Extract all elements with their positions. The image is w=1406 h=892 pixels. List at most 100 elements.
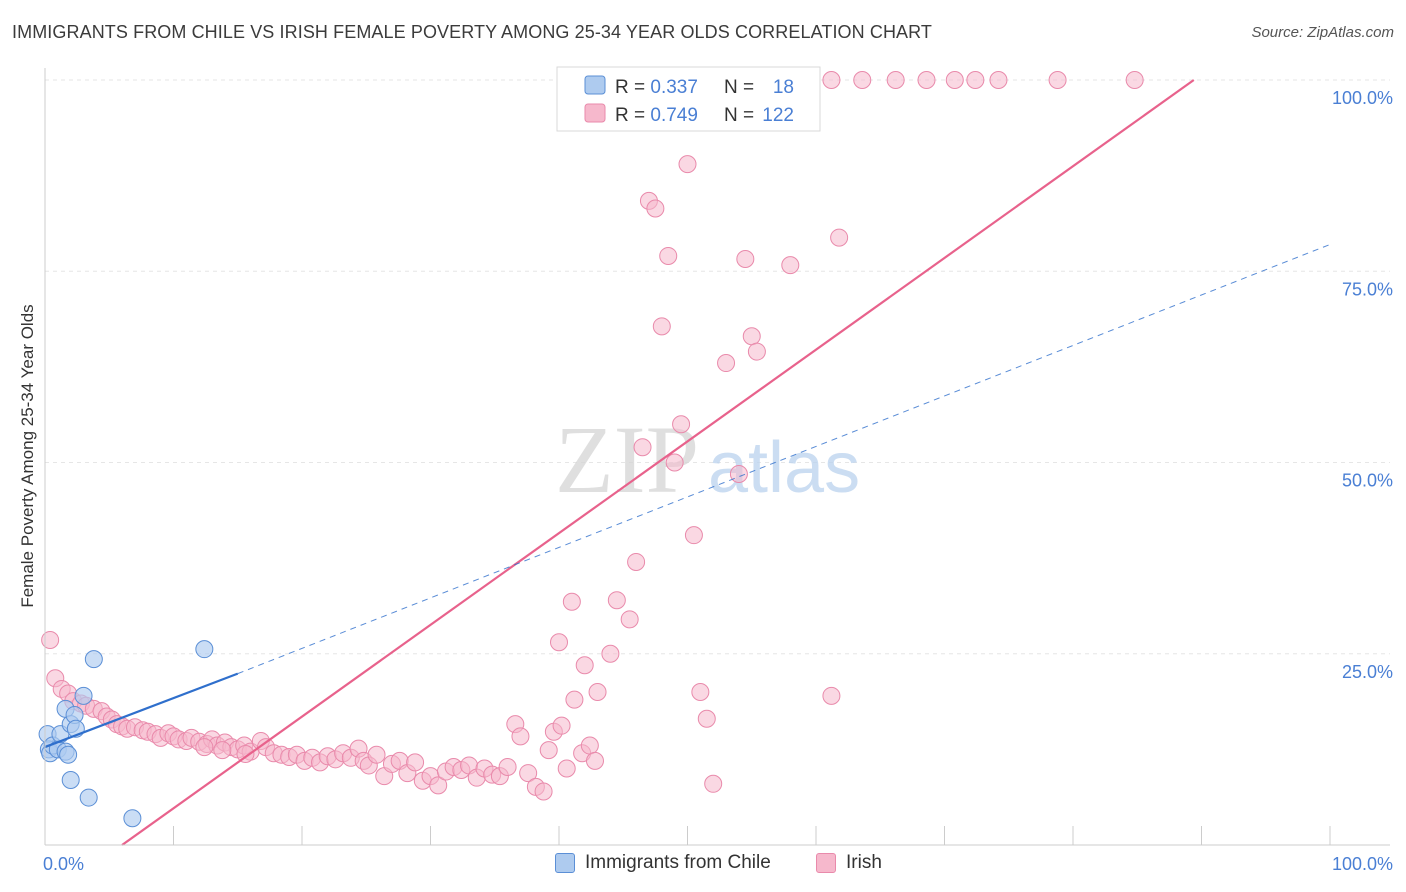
irish-point: [1125, 71, 1144, 89]
legend-chile-swatch-icon: [555, 853, 575, 873]
axis-layer: 25.0% 50.0% 75.0% 100.0% 0.0% 100.0%: [43, 68, 1393, 874]
y-tick-label: 100.0%: [1332, 88, 1393, 108]
irish-point: [562, 592, 581, 611]
legend-bottom: Immigrants from Chile Irish: [0, 848, 1406, 880]
legend-irish-swatch: [584, 103, 606, 123]
irish-point: [575, 656, 594, 675]
watermark: ZIP atlas: [555, 406, 860, 513]
irish-point: [519, 764, 538, 783]
legend-irish-n-label: N =: [724, 105, 754, 126]
irish-point: [585, 751, 604, 770]
chart-source: Source: ZipAtlas.com: [1251, 24, 1394, 41]
irish-point: [1048, 71, 1067, 89]
irish-point: [607, 591, 626, 610]
chile-point: [84, 650, 103, 669]
points-layer: [38, 71, 1144, 828]
irish-point: [550, 633, 568, 652]
irish-point: [665, 453, 684, 472]
y-axis-label: Female Poverty Among 25-34 Year Olds: [18, 304, 37, 607]
irish-point: [945, 71, 964, 89]
irish-point: [822, 71, 841, 89]
irish-point: [704, 774, 723, 793]
chile-trend-line: [44, 672, 239, 749]
irish-point: [853, 71, 872, 89]
irish-point: [736, 250, 755, 269]
irish-point: [691, 683, 710, 701]
x-tick-label: 100.0%: [1332, 854, 1393, 874]
grid-layer: [45, 79, 1390, 655]
irish-point: [498, 757, 517, 776]
irish-trend-line: [121, 79, 1195, 846]
legend-irish-n-value: 122: [762, 105, 794, 126]
irish-point: [620, 610, 639, 629]
svg-text:N =: N =: [724, 105, 754, 126]
irish-point: [588, 683, 607, 701]
y-tick-label: 75.0%: [1342, 279, 1393, 299]
irish-point: [552, 716, 571, 735]
y-tick-label: 25.0%: [1342, 662, 1393, 682]
chile-point: [61, 770, 80, 789]
irish-point: [236, 744, 255, 763]
irish-point: [367, 745, 386, 764]
trend-layer: [44, 79, 1331, 846]
irish-point: [717, 354, 736, 373]
watermark-atlas: atlas: [708, 428, 860, 508]
irish-point: [678, 155, 697, 174]
irish-point: [697, 709, 716, 728]
irish-point: [672, 415, 691, 434]
irish-point: [213, 741, 232, 760]
chile-point: [123, 809, 142, 828]
irish-point: [684, 526, 703, 545]
irish-point: [886, 71, 905, 89]
chile-point: [74, 686, 93, 705]
legend-item-irish[interactable]: Irish: [816, 852, 882, 874]
irish-point: [742, 327, 761, 346]
chile-point: [59, 745, 78, 764]
chile-point: [79, 788, 98, 807]
legend-chile-n-value: 18: [773, 77, 794, 98]
irish-point: [406, 753, 425, 772]
legend-irish-r-value: 0.749: [650, 105, 698, 126]
irish-point: [511, 727, 530, 746]
chile-trend-extension: [237, 244, 1331, 675]
legend-chile-swatch: [584, 75, 606, 95]
irish-point: [195, 738, 214, 757]
irish-point: [659, 246, 678, 265]
irish-point: [781, 256, 800, 275]
svg-text:R = 0.337: R = 0.337: [615, 77, 698, 98]
irish-point: [747, 342, 766, 361]
legend-chile-n-label: N =: [724, 77, 754, 98]
legend-chile-r-label: R =: [615, 77, 650, 98]
legend-chile-r-value: 0.337: [650, 77, 698, 98]
irish-point: [601, 644, 620, 663]
irish-point: [627, 552, 646, 571]
irish-point: [989, 71, 1008, 89]
legend-chile-label: Immigrants from Chile: [585, 852, 771, 873]
svg-text:R = 0.749: R = 0.749: [615, 105, 698, 126]
legend-top: R = 0.337 N = 18 R = 0.749 N = 122: [556, 66, 821, 132]
irish-point: [633, 438, 652, 457]
chile-point: [195, 640, 214, 659]
legend-item-chile[interactable]: Immigrants from Chile: [555, 852, 771, 874]
irish-point: [534, 782, 553, 801]
irish-point: [580, 736, 599, 755]
legend-irish-swatch-icon: [816, 853, 836, 873]
irish-point: [830, 228, 849, 247]
legend-irish-label: Irish: [846, 852, 882, 873]
irish-point: [41, 630, 60, 649]
x-tick-label: 0.0%: [43, 854, 84, 874]
irish-point: [917, 71, 936, 89]
irish-point: [652, 317, 671, 336]
y-tick-label: 50.0%: [1342, 471, 1393, 491]
irish-point: [822, 686, 841, 705]
legend-irish-r-label: R =: [615, 105, 650, 126]
irish-point: [539, 741, 558, 760]
irish-point: [565, 690, 584, 709]
chart-title: IMMIGRANTS FROM CHILE VS IRISH FEMALE PO…: [12, 22, 933, 42]
irish-point: [429, 776, 448, 795]
irish-point: [646, 199, 665, 218]
irish-point: [966, 71, 985, 89]
svg-text:N =: N =: [724, 77, 754, 98]
irish-point: [557, 759, 576, 778]
